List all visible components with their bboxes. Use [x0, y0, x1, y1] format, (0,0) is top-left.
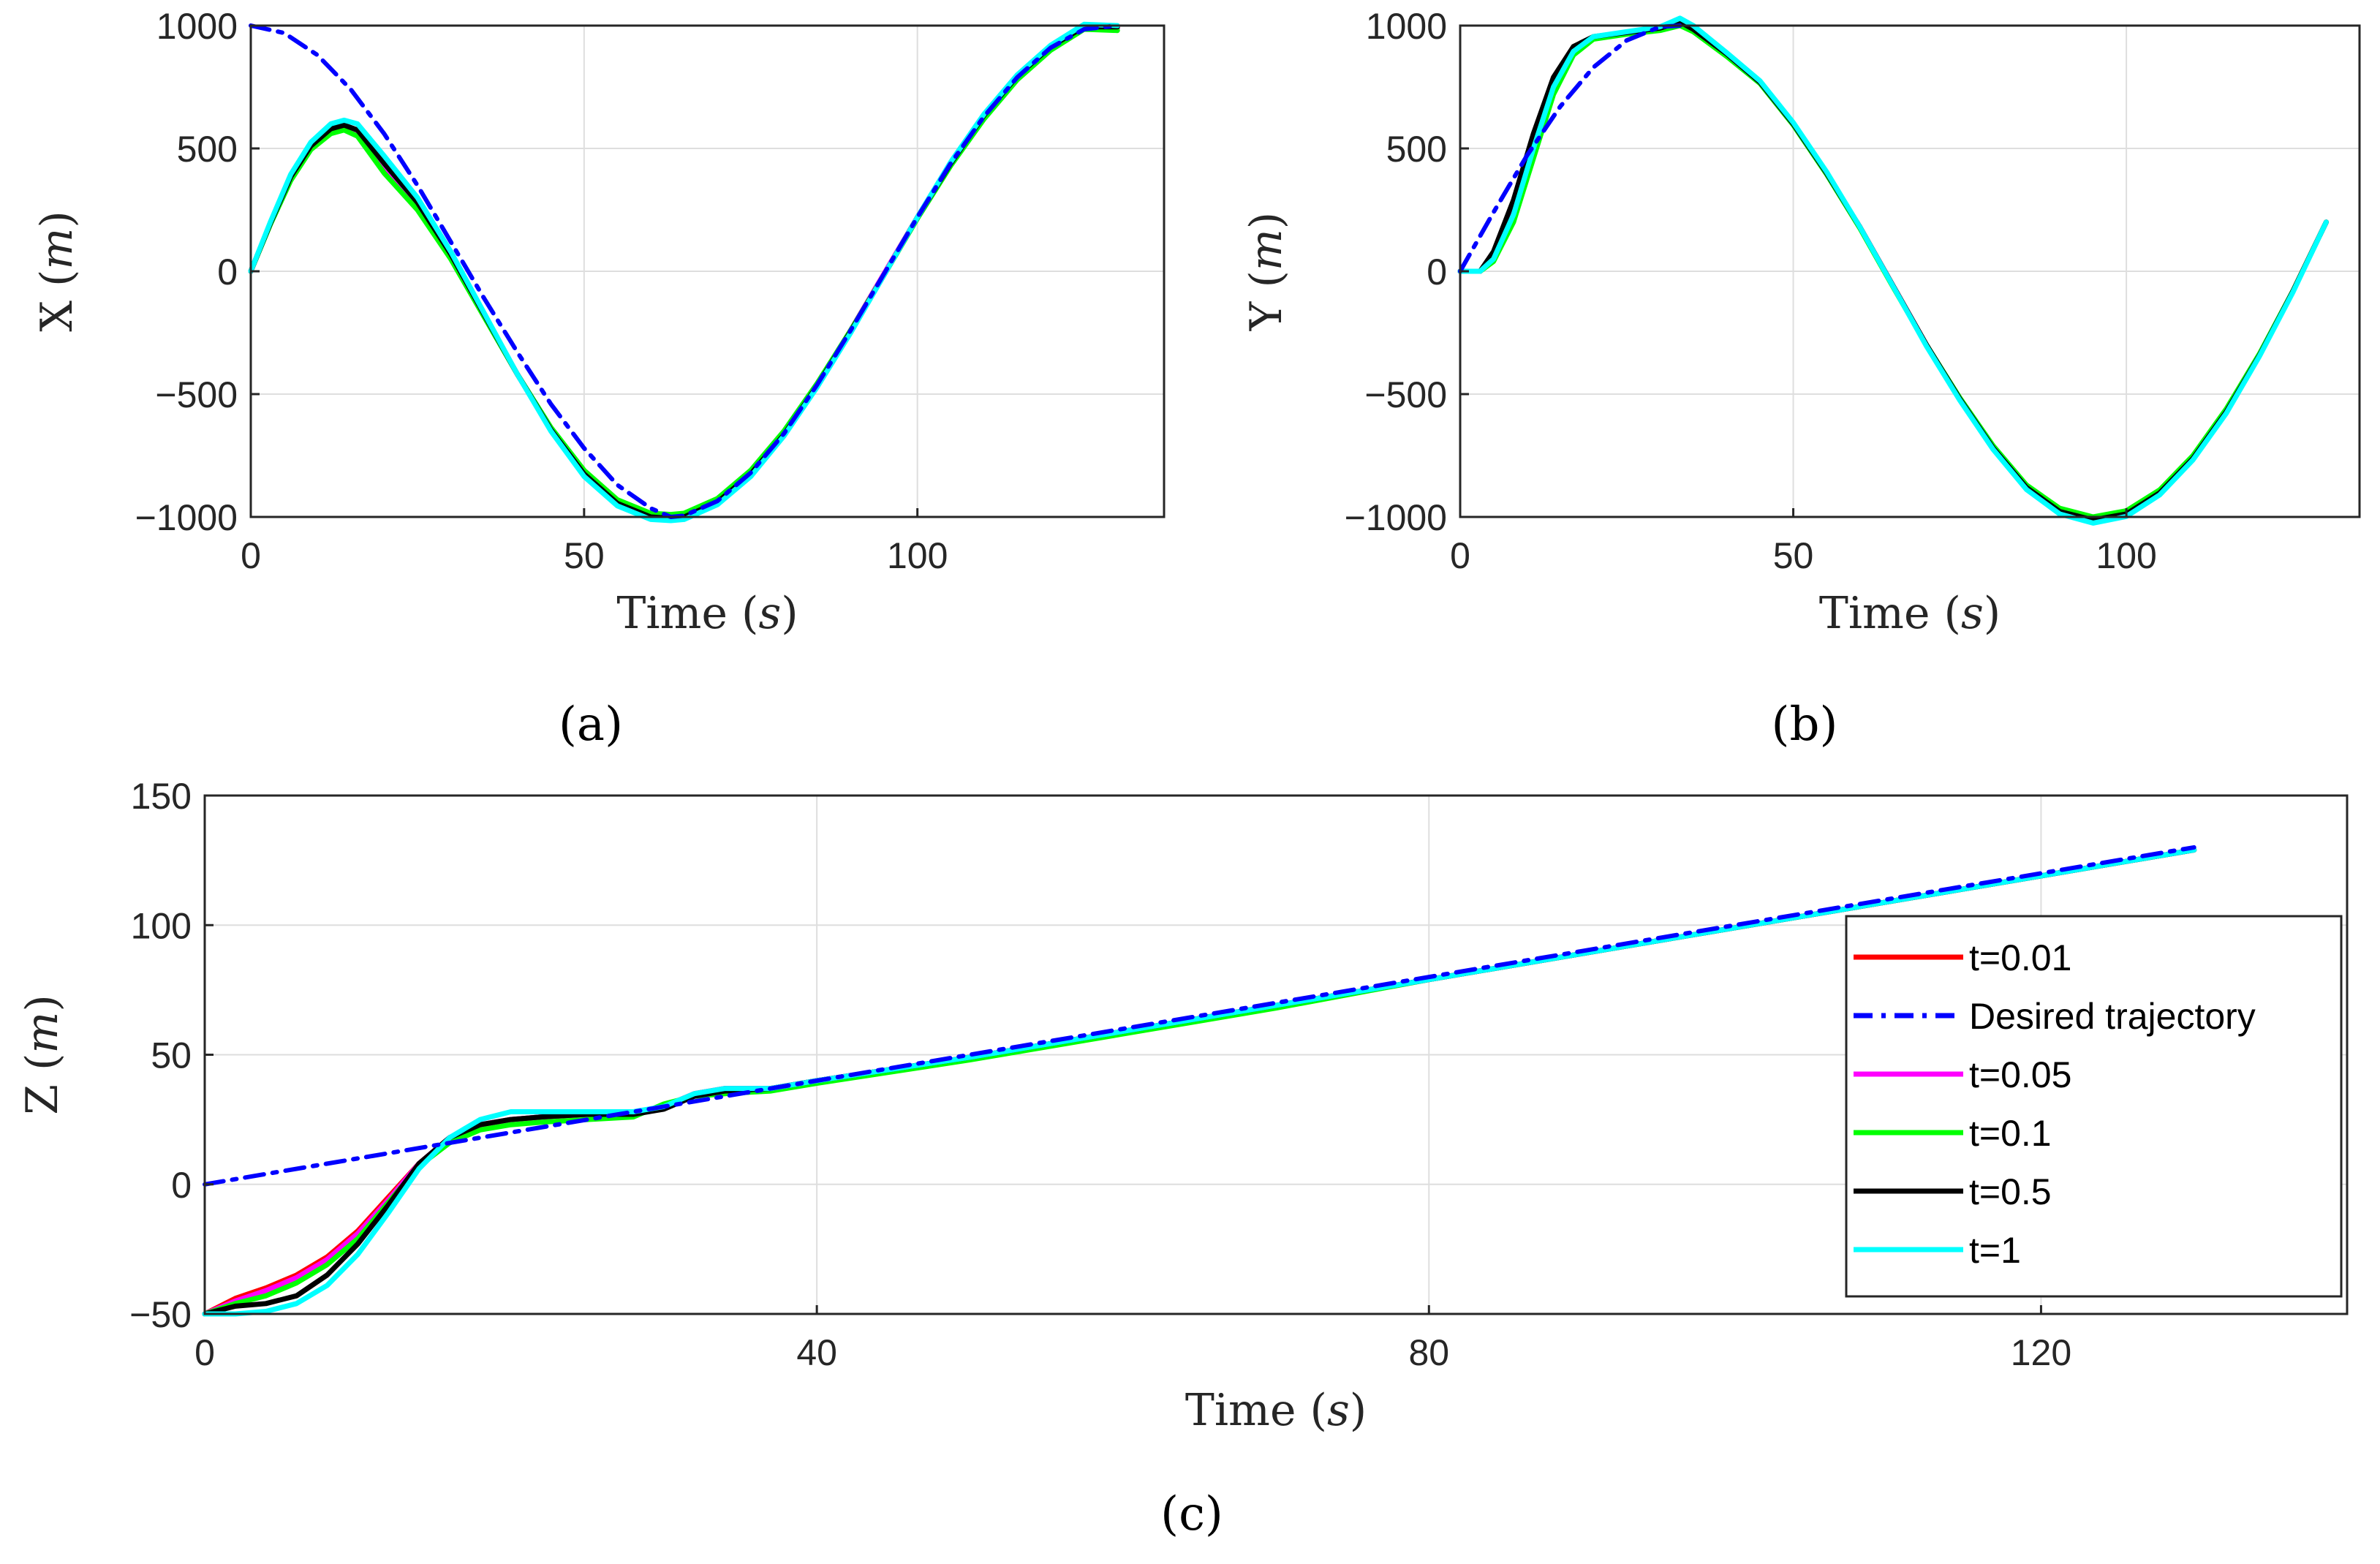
x-tick-label: 120 — [2011, 1332, 2071, 1373]
y-tick-label: −1000 — [135, 497, 238, 538]
y-tick-label: 1000 — [1366, 6, 1447, 47]
x-axis-unit: s — [1327, 1385, 1350, 1436]
x-axis-unit: s — [758, 588, 781, 639]
x-axis-unit: s — [1961, 588, 1984, 639]
series-line-desired-trajectory — [1458, 23, 1682, 273]
legend-label-t-0-01: t=0.01 — [1969, 937, 2071, 978]
y-tick-label: 500 — [1386, 129, 1447, 170]
y-tick-label: −500 — [1364, 374, 1447, 415]
series-line-desired-trajectory — [203, 845, 2196, 1187]
y-tick-label: 100 — [131, 905, 192, 946]
x-axis-label: Time (s) — [1819, 588, 2001, 639]
x-tick-label: 0 — [194, 1332, 215, 1373]
y-tick-label: −1000 — [1345, 497, 1447, 538]
y-axis-label: Z (m) — [17, 994, 68, 1115]
series-line-t-0-01 — [248, 25, 1120, 520]
x-tick-label: 80 — [1408, 1332, 1449, 1373]
y-axis-unit: m — [1241, 229, 1292, 271]
series-line-t-0-05 — [248, 25, 1120, 520]
series-line-t-1 — [248, 21, 1120, 524]
x-tick-label: 100 — [2096, 535, 2156, 576]
y-axis-unit: m — [31, 228, 83, 270]
y-tick-label: −500 — [155, 374, 238, 415]
chart-panel-a: 0 50 100 −1000 −500 0 500 1000 Time (s) X (m) (a) — [31, 6, 1166, 752]
x-tick-label: 0 — [241, 535, 261, 576]
series-line-t-1 — [1457, 15, 2329, 526]
legend-label-t-1: t=1 — [1969, 1230, 2021, 1271]
panel-label: (c) — [1160, 1487, 1223, 1541]
y-tick-label: 0 — [171, 1165, 192, 1206]
x-tick-label: 0 — [1450, 535, 1470, 576]
series-line-t-0-5 — [248, 24, 1120, 521]
x-tick-label: 100 — [887, 535, 948, 576]
x-tick-label: 50 — [564, 535, 605, 576]
y-tick-label: 0 — [217, 252, 238, 292]
x-axis-label: Time (s) — [616, 588, 798, 639]
legend-label-t-0-05: t=0.05 — [1969, 1054, 2071, 1095]
y-axis-label: X (m) — [31, 211, 83, 332]
legend-label-t-0-5: t=0.5 — [1969, 1171, 2052, 1212]
y-axis-label: Y (m) — [1241, 212, 1292, 331]
chart-panel-b: 0 50 100 −1000 −500 0 500 1000 Time (s) Y (m) (b) — [1241, 6, 2361, 752]
y-tick-label: −50 — [129, 1294, 192, 1335]
legend-box — [1845, 915, 2343, 1298]
panel-label: (b) — [1772, 698, 1838, 752]
x-axis-label: Time (s) — [1185, 1385, 1367, 1436]
y-tick-label: 0 — [1427, 252, 1447, 292]
y-axis-unit: m — [17, 1012, 68, 1054]
panel-label: (a) — [559, 698, 623, 752]
legend-label-desired-trajectory: Desired trajectory — [1969, 996, 2256, 1037]
y-tick-label: 50 — [151, 1035, 192, 1076]
y-tick-label: 150 — [131, 776, 192, 817]
y-tick-label: 1000 — [156, 6, 238, 47]
y-tick-label: 500 — [177, 129, 238, 170]
legend-label-t-0-1: t=0.1 — [1969, 1113, 2052, 1154]
x-tick-label: 50 — [1773, 535, 1814, 576]
x-tick-label: 40 — [796, 1332, 837, 1373]
legend: t=0.01 Desired trajectory t=0.05 t=0.1 t=0.5… — [1845, 915, 2343, 1298]
